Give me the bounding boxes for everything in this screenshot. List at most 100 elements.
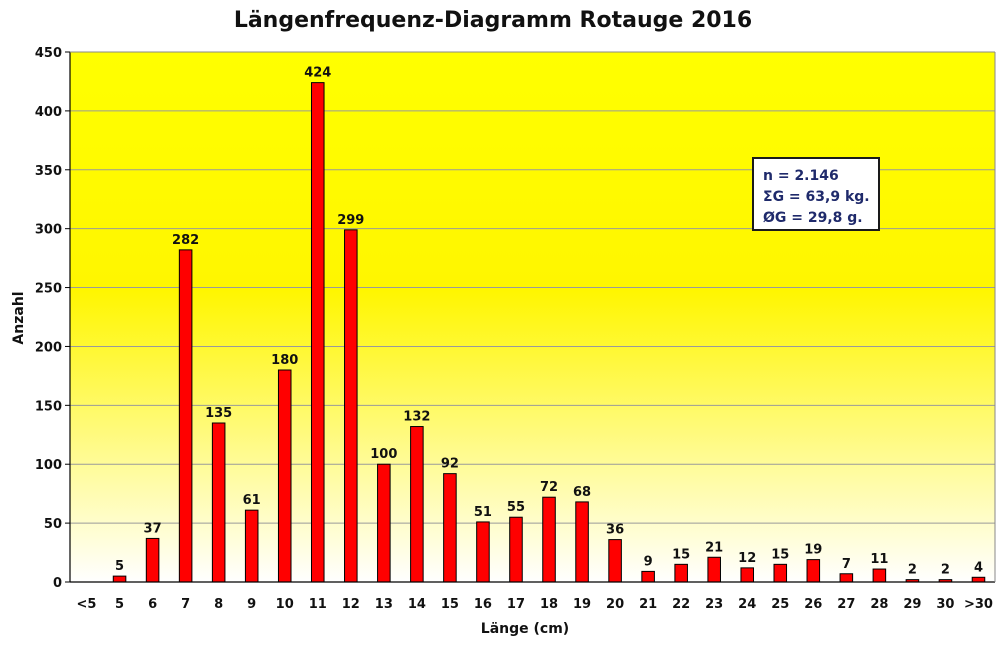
data-label-24: 11 [870,552,888,567]
data-label-19: 21 [705,540,723,555]
chart-title: Längenfrequenz-Diagramm Rotauge 2016 [234,8,752,33]
bar-6 [277,369,292,583]
bar-9 [377,463,391,583]
data-label-20: 12 [738,551,756,566]
data-label-14: 72 [540,480,558,495]
bar-16 [608,539,622,583]
x-tick-label-2: 6 [148,597,157,612]
bar-21 [773,563,788,583]
y-axis-label: Anzahl [11,291,27,344]
data-label-13: 55 [507,500,525,515]
x-tick-label-15: 19 [573,597,591,612]
data-label-12: 51 [474,505,492,520]
x-tick-label-23: 27 [837,597,855,612]
data-label-11: 92 [441,457,459,472]
bar-24 [872,568,887,583]
data-label-1: 5 [115,559,124,574]
x-axis-label: Länge (cm) [481,621,569,637]
data-label-5: 61 [243,493,261,508]
x-tick-label-12: 16 [474,597,492,612]
x-tick-label-22: 26 [804,597,822,612]
bar-11 [443,473,457,583]
bar-14 [542,496,556,583]
y-tick-label-100: 100 [35,458,62,473]
data-label-7: 424 [304,66,331,81]
y-tick-label-150: 150 [35,399,62,414]
bar-27 [971,576,986,583]
x-tick-label-25: 29 [903,597,921,612]
bar-10 [410,426,424,583]
data-label-18: 15 [672,547,690,562]
bar-12 [476,521,490,583]
stats-total-weight: ΣG = 63,9 kg. [763,189,870,205]
bar-19 [707,556,721,583]
bar-18 [674,563,688,583]
x-tick-label-27: >30 [964,597,993,612]
x-tick-label-18: 22 [672,597,690,612]
data-label-2: 37 [144,521,162,536]
y-tick-label-200: 200 [35,340,62,355]
plot-area [70,52,995,582]
bar-4 [211,422,226,583]
y-tick-label-0: 0 [53,576,62,591]
x-tick-label-16: 20 [606,597,624,612]
y-tick-label-350: 350 [35,164,62,179]
x-tick-label-20: 24 [738,597,756,612]
bar-5 [244,509,259,583]
data-label-21: 15 [771,547,789,562]
y-tick-labels: 0 50 100 150 200 250 300 350 400 450 [35,46,62,591]
bar-7 [310,82,325,583]
y-tick-label-400: 400 [35,105,62,120]
x-tick-label-13: 17 [507,597,525,612]
x-tick-label-7: 11 [309,597,327,612]
bar-8 [344,229,358,583]
bars [112,82,986,583]
x-tick-label-19: 23 [705,597,723,612]
data-label-25: 2 [908,563,917,578]
data-label-15: 68 [573,485,591,500]
y-tick-label-250: 250 [35,282,62,297]
x-tick-label-4: 8 [214,597,223,612]
bar-22 [806,559,821,583]
data-label-9: 100 [370,447,397,462]
bar-20 [740,567,755,583]
x-tick-label-14: 18 [540,597,558,612]
data-label-6: 180 [271,353,298,368]
x-tick-label-10: 14 [408,597,426,612]
bar-17 [641,570,655,583]
data-label-27: 4 [974,560,983,575]
y-tick-label-300: 300 [35,223,62,238]
bar-2 [145,537,160,583]
x-tick-label-26: 30 [936,597,954,612]
stats-box-frame [752,157,880,231]
x-tick-label-11: 15 [441,597,459,612]
x-tick-labels: <5 5 6 7 8 9 10 11 12 13 14 15 16 17 18 19 20 21 22 23 24 25 2… [77,597,993,612]
x-tick-label-24: 28 [870,597,888,612]
data-label-16: 36 [606,523,624,538]
bar-23 [839,573,854,583]
x-tick-label-9: 13 [375,597,393,612]
axes [65,51,996,583]
stats-average-weight: ØG = 29,8 g. [763,210,863,226]
bar-3 [178,249,193,583]
data-label-23: 7 [842,557,851,572]
stats-annotation-box: n = 2.146 ΣG = 63,9 kg. ØG = 29,8 g. [752,157,880,231]
x-tick-label-1: 5 [115,597,124,612]
data-label-26: 2 [941,563,950,578]
bar-15 [575,501,589,583]
x-tick-label-21: 25 [771,597,789,612]
x-tick-label-8: 12 [342,597,360,612]
data-label-10: 132 [403,410,430,425]
x-tick-label-5: 9 [247,597,256,612]
data-label-8: 299 [337,213,364,228]
bar-1 [112,575,127,583]
x-tick-label-17: 21 [639,597,657,612]
data-label-17: 9 [644,554,653,569]
x-tick-label-0: <5 [77,597,97,612]
x-tick-label-6: 10 [276,597,294,612]
data-label-3: 282 [172,233,199,248]
data-label-22: 19 [804,543,822,558]
y-tick-label-50: 50 [44,517,62,532]
